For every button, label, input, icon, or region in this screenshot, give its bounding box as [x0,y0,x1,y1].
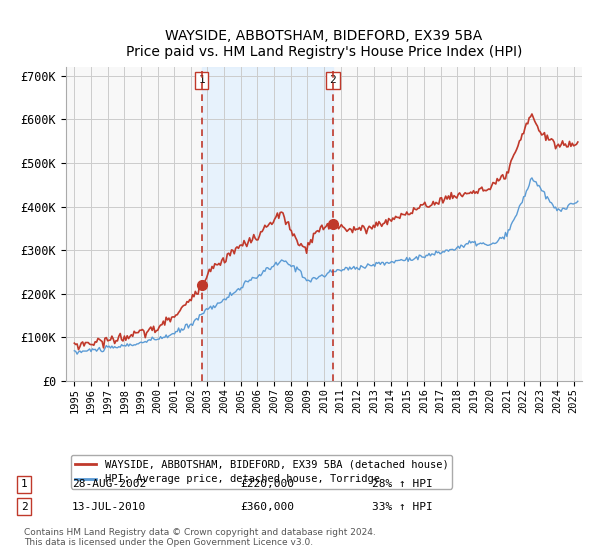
Legend: WAYSIDE, ABBOTSHAM, BIDEFORD, EX39 5BA (detached house), HPI: Average price, det: WAYSIDE, ABBOTSHAM, BIDEFORD, EX39 5BA (… [71,455,452,488]
Text: Contains HM Land Registry data © Crown copyright and database right 2024.
This d: Contains HM Land Registry data © Crown c… [24,528,376,547]
Title: WAYSIDE, ABBOTSHAM, BIDEFORD, EX39 5BA
Price paid vs. HM Land Registry's House P: WAYSIDE, ABBOTSHAM, BIDEFORD, EX39 5BA P… [126,29,522,59]
Text: 13-JUL-2010: 13-JUL-2010 [72,502,146,512]
Text: 1: 1 [198,75,205,85]
Bar [202,67,333,381]
Text: 28-AUG-2002: 28-AUG-2002 [72,479,146,489]
Text: 33% ↑ HPI: 33% ↑ HPI [372,502,433,512]
Text: £360,000: £360,000 [240,502,294,512]
Text: 2: 2 [329,75,336,85]
Text: 28% ↑ HPI: 28% ↑ HPI [372,479,433,489]
Text: 2: 2 [20,502,28,512]
Text: 1: 1 [20,479,28,489]
Text: £220,000: £220,000 [240,479,294,489]
